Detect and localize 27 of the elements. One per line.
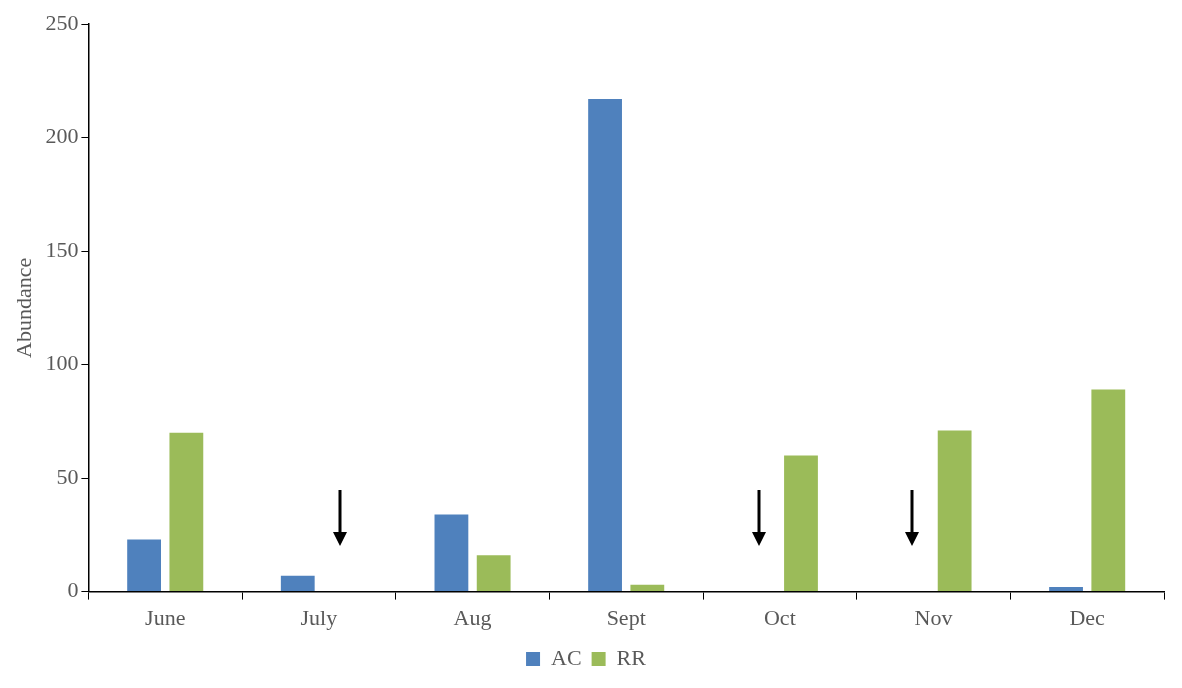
y-tick-label: 100 (45, 350, 79, 376)
legend-label: RR (616, 644, 647, 670)
y-tick-label: 150 (45, 236, 79, 262)
y-tick-label: 250 (45, 9, 79, 35)
bar (434, 514, 469, 592)
bar (784, 455, 818, 592)
bar (127, 539, 161, 592)
bar (630, 584, 665, 592)
y-tick-label: 200 (45, 123, 79, 149)
bar (1091, 389, 1126, 592)
x-tick-label: July (300, 604, 338, 630)
bar (280, 575, 315, 592)
x-tick-label: Aug (453, 604, 492, 630)
y-axis-title: Abundance (10, 257, 36, 358)
x-tick-label: Dec (1069, 604, 1106, 630)
x-tick-label: Nov (914, 604, 953, 630)
bar (937, 430, 972, 592)
y-tick-label: 0 (67, 577, 79, 603)
legend-label: AC (551, 644, 582, 670)
x-tick-label: June (145, 604, 186, 630)
bar (588, 99, 622, 592)
y-tick-label: 50 (56, 463, 79, 489)
x-tick-label: Oct (763, 604, 796, 630)
x-tick-label: Sept (606, 604, 646, 630)
bar (476, 555, 511, 592)
bar (169, 432, 204, 592)
bar (1049, 587, 1083, 592)
